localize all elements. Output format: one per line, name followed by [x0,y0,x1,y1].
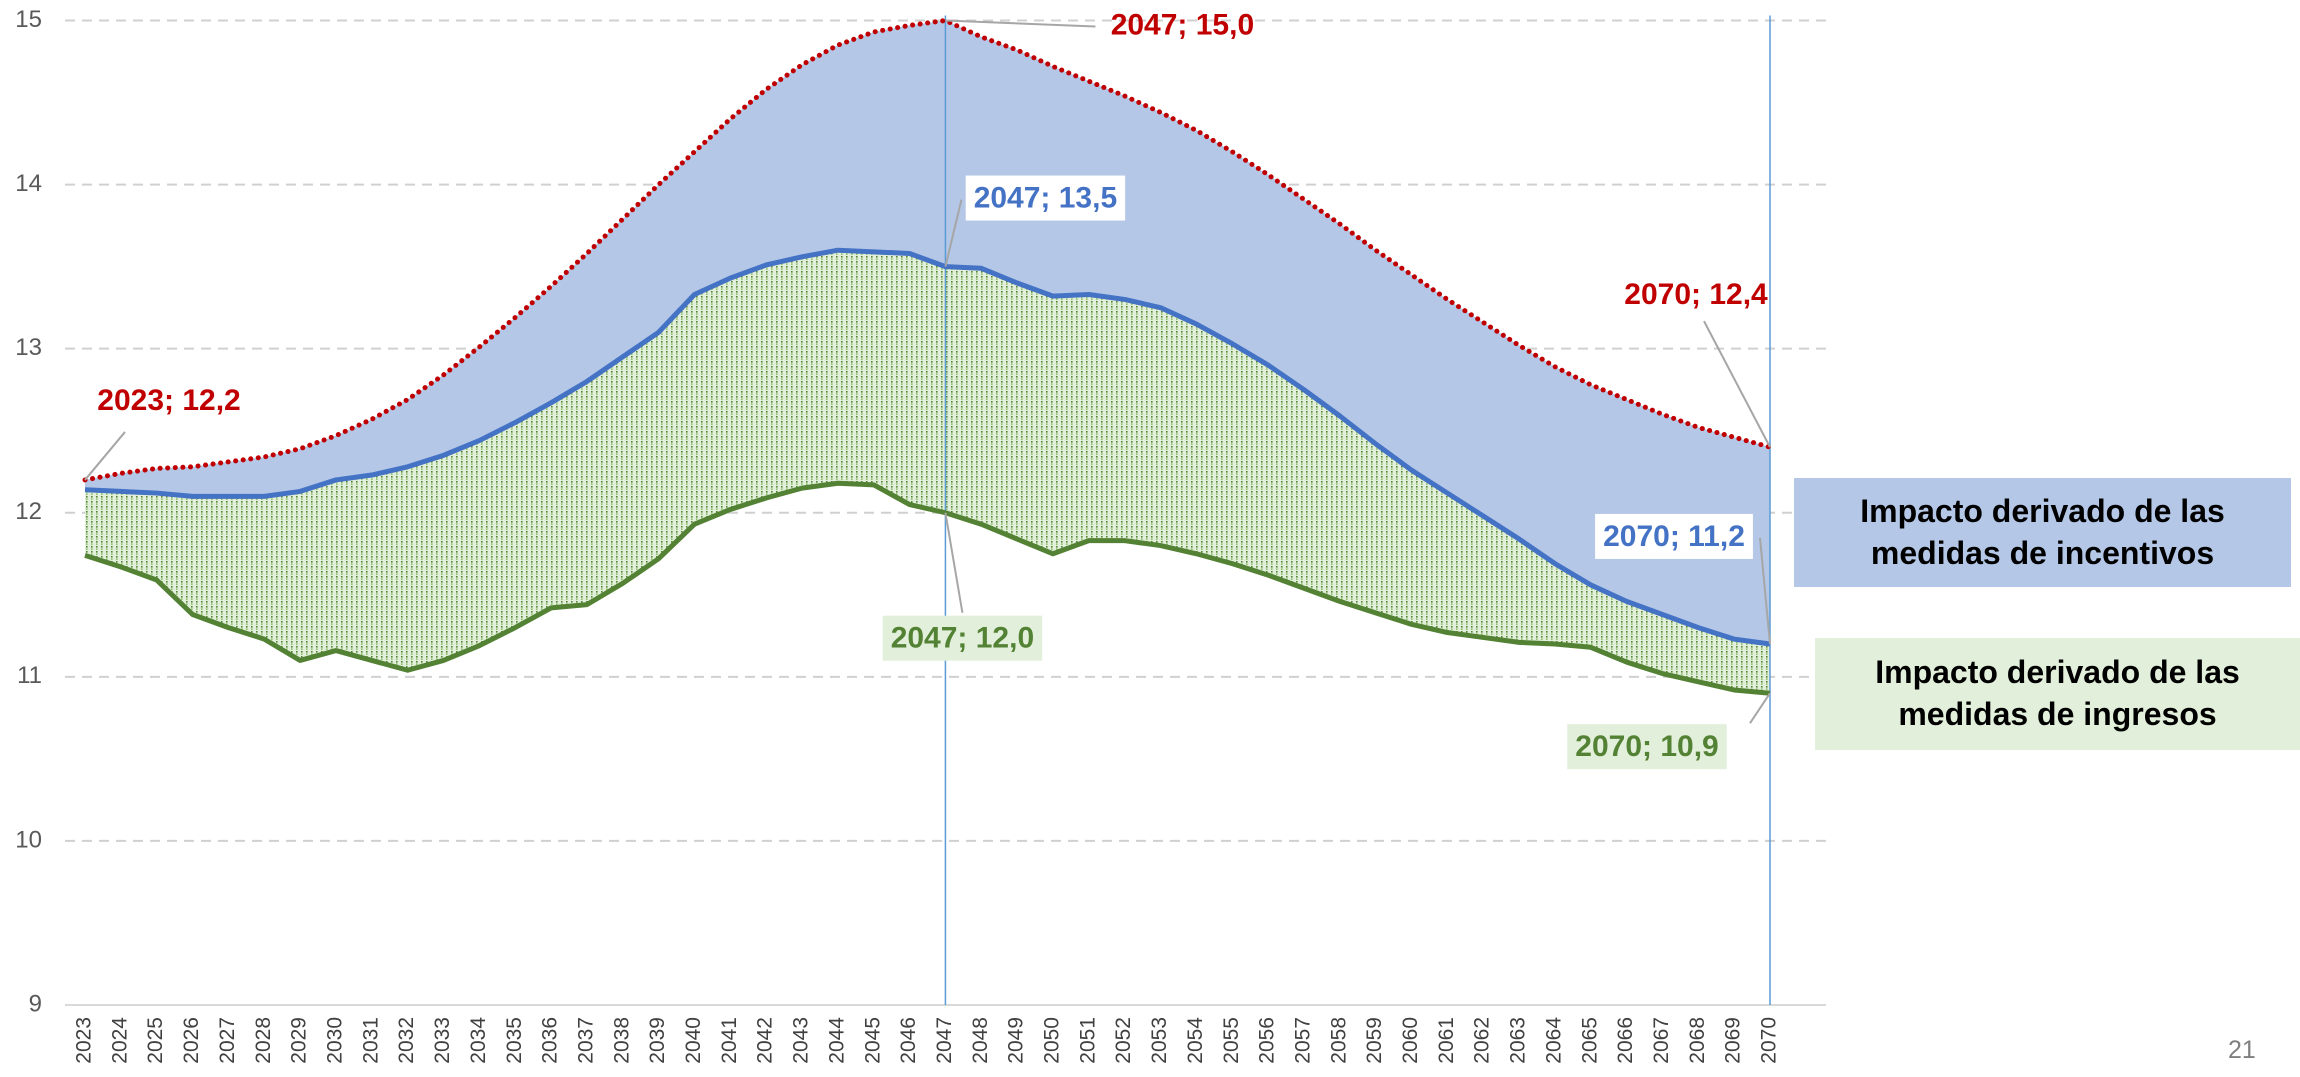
leader-line [945,19,1096,28]
x-tick-label: 2067 [1650,1017,1673,1064]
line [84,247,1771,647]
data-label-group: 2047; 12,0 [882,512,1043,661]
x-tick-label: 2037 [574,1017,597,1064]
x-tick-label: 2036 [539,1017,562,1064]
line [82,18,1773,483]
y-tick-label: 10 [15,826,42,853]
x-tick-label: 2031 [359,1017,382,1064]
legend-incentivos: Impacto derivado de las medidas de incen… [1794,478,2291,587]
x-tick-label: 2025 [144,1017,167,1064]
x-tick-label: 2043 [790,1017,813,1064]
data-label: 2070; 11,2 [1603,520,1745,553]
x-tick-label: 2051 [1076,1017,1099,1064]
x-tick-label: 2045 [861,1017,884,1064]
x-tick-label: 2033 [431,1017,454,1064]
x-tick-label: 2038 [610,1017,633,1064]
y-tick-label: 12 [15,498,42,525]
data-label: 2047; 15,0 [1111,8,1254,41]
data-label: 2047; 12,0 [891,622,1034,655]
x-tick-label: 2044 [825,1017,848,1064]
x-tick-label: 2055 [1220,1017,1243,1064]
x-tick-label: 2054 [1184,1017,1207,1064]
data-label-group: 2070; 11,2 [1595,513,1771,645]
x-tick-label: 2064 [1542,1017,1565,1064]
data-label-bg [1567,724,1727,770]
data-label-group: 2070; 10,9 [1567,692,1771,770]
x-tick-label: 2030 [324,1017,347,1064]
x-tick-label: 2063 [1507,1017,1530,1064]
data-label: 2047; 13,5 [974,182,1117,215]
x-tick-label: 2066 [1614,1017,1637,1064]
x-tick-label: 2047 [933,1017,956,1064]
data-label-group: 2070; 12,4 [1624,278,1771,448]
x-tick-label: 2068 [1686,1017,1709,1064]
x-tick-label: 2070 [1758,1017,1781,1064]
area [85,250,1770,694]
leader-line [944,199,963,267]
x-tick-label: 2057 [1291,1017,1314,1064]
x-tick-label: 2058 [1327,1017,1350,1064]
x-tick-label: 2042 [754,1017,777,1064]
leader-line [84,431,126,481]
leader-line [1759,537,1771,645]
x-tick-label: 2048 [969,1017,992,1064]
y-tick-label: 11 [17,662,42,689]
data-label-group: 2023; 12,2 [84,384,241,481]
data-label-bg [1595,513,1753,559]
x-tick-label: 2029 [288,1017,311,1064]
x-tick-label: 2050 [1041,1017,1064,1064]
y-tick-label: 15 [15,6,42,33]
data-label-group: 2047; 15,0 [945,8,1254,41]
x-tick-label: 2061 [1435,1017,1458,1064]
x-tick-label: 2065 [1578,1017,1601,1064]
x-tick-label: 2053 [1148,1017,1171,1064]
data-label: 2023; 12,2 [97,384,240,417]
y-tick-label: 9 [29,990,42,1017]
x-tick-label: 2028 [252,1017,275,1064]
data-label-bg [882,615,1043,661]
leader-line [1749,692,1771,724]
y-tick-label: 13 [15,334,42,361]
x-tick-label: 2052 [1112,1017,1135,1064]
line [84,480,1771,696]
x-tick-label: 2023 [73,1017,96,1064]
x-tick-label: 2032 [395,1017,418,1064]
data-label-group: 2047; 13,5 [944,175,1126,267]
leader-line [1703,320,1771,448]
x-tick-label: 2024 [108,1017,131,1064]
data-label: 2070; 10,9 [1575,730,1718,763]
data-label: 2070; 12,4 [1624,278,1768,311]
x-tick-label: 2059 [1363,1017,1386,1064]
legend-ingresos: Impacto derivado de las medidas de ingre… [1815,638,2300,750]
x-tick-label: 2062 [1471,1017,1494,1064]
data-label-bg [965,175,1126,221]
page-number: 21 [2228,1036,2256,1064]
x-tick-label: 2069 [1722,1017,1745,1064]
x-tick-label: 2041 [718,1017,741,1064]
x-tick-label: 2035 [503,1017,526,1064]
x-tick-label: 2060 [1399,1017,1422,1064]
leader-line [944,512,964,613]
x-tick-label: 2046 [897,1017,920,1064]
x-tick-label: 2056 [1256,1017,1279,1064]
area [85,20,1770,645]
x-tick-label: 2034 [467,1017,490,1064]
x-tick-label: 2039 [646,1017,669,1064]
x-tick-label: 2027 [216,1017,239,1064]
y-tick-label: 14 [15,170,42,197]
x-tick-label: 2026 [180,1017,203,1064]
x-tick-label: 2040 [682,1017,705,1064]
x-tick-label: 2049 [1005,1017,1028,1064]
